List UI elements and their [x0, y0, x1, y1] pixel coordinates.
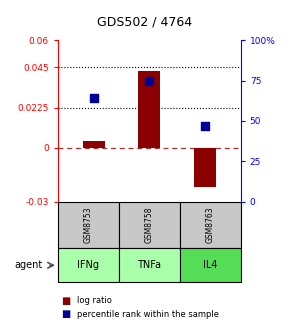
- Bar: [119, 248, 180, 282]
- Text: percentile rank within the sample: percentile rank within the sample: [77, 310, 219, 319]
- Bar: [194, 148, 216, 187]
- Text: GSM8763: GSM8763: [206, 207, 215, 243]
- Bar: [138, 71, 160, 148]
- Point: [92, 96, 96, 101]
- Bar: [119, 202, 180, 248]
- Text: TNFa: TNFa: [137, 260, 161, 270]
- Point: [202, 123, 207, 128]
- Point: [147, 78, 152, 83]
- Bar: [180, 248, 241, 282]
- Bar: [83, 141, 105, 148]
- Text: ■: ■: [61, 309, 70, 319]
- Text: GSM8753: GSM8753: [84, 207, 93, 243]
- Bar: [58, 202, 119, 248]
- Text: ■: ■: [61, 296, 70, 306]
- Text: GSM8758: GSM8758: [145, 207, 154, 243]
- Text: IL4: IL4: [203, 260, 218, 270]
- Text: IFNg: IFNg: [77, 260, 99, 270]
- Text: agent: agent: [14, 260, 43, 270]
- Text: log ratio: log ratio: [77, 296, 112, 305]
- Text: GDS502 / 4764: GDS502 / 4764: [97, 15, 193, 28]
- Bar: [58, 248, 119, 282]
- Bar: [180, 202, 241, 248]
